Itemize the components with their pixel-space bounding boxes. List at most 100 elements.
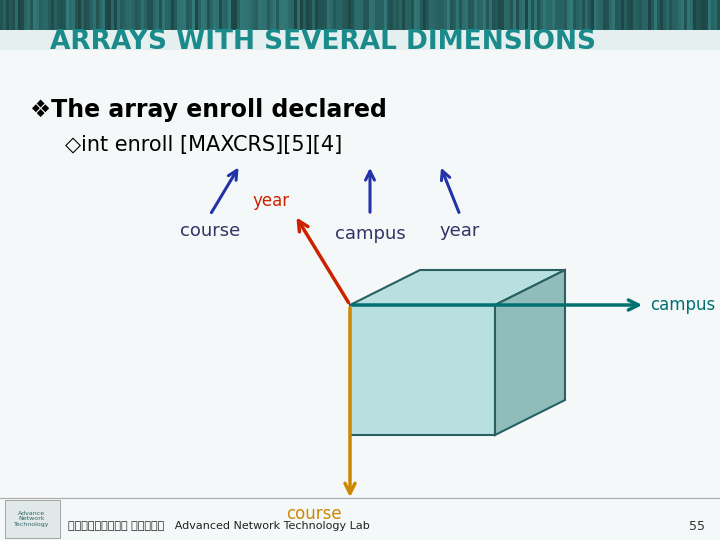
Text: ◇int enroll [MAXCRS][5][4]: ◇int enroll [MAXCRS][5][4] bbox=[65, 135, 342, 155]
Bar bbox=[201, 0, 204, 30]
Bar bbox=[552, 0, 556, 30]
Bar bbox=[486, 0, 489, 30]
Bar bbox=[501, 0, 504, 30]
Bar bbox=[104, 0, 108, 30]
Bar bbox=[63, 0, 66, 30]
Bar bbox=[536, 0, 540, 30]
Bar bbox=[636, 0, 639, 30]
Bar bbox=[276, 0, 280, 30]
Bar bbox=[32, 0, 36, 30]
Bar bbox=[231, 0, 234, 30]
Bar bbox=[540, 0, 543, 30]
Bar bbox=[0, 30, 720, 50]
Bar bbox=[399, 0, 402, 30]
Bar bbox=[500, 0, 504, 30]
Bar bbox=[364, 0, 368, 30]
Bar bbox=[312, 0, 315, 30]
Bar bbox=[152, 0, 156, 30]
Bar bbox=[108, 0, 111, 30]
Bar bbox=[366, 0, 369, 30]
Bar bbox=[336, 0, 340, 30]
Bar bbox=[693, 0, 696, 30]
Bar bbox=[20, 0, 24, 30]
Bar bbox=[288, 0, 292, 30]
Bar bbox=[468, 0, 471, 30]
Bar bbox=[594, 0, 597, 30]
Bar bbox=[3, 0, 6, 30]
Bar bbox=[45, 0, 48, 30]
Bar bbox=[633, 0, 636, 30]
Bar bbox=[4, 0, 8, 30]
Bar bbox=[627, 0, 630, 30]
Bar bbox=[339, 0, 342, 30]
Bar bbox=[87, 0, 90, 30]
Bar bbox=[324, 0, 327, 30]
Bar bbox=[516, 0, 520, 30]
Bar bbox=[69, 0, 72, 30]
Bar bbox=[330, 0, 333, 30]
Bar bbox=[177, 0, 180, 30]
Bar bbox=[348, 0, 351, 30]
Bar bbox=[432, 0, 435, 30]
Bar bbox=[375, 0, 378, 30]
Bar bbox=[684, 0, 688, 30]
Bar bbox=[639, 0, 642, 30]
Bar bbox=[108, 0, 112, 30]
Bar bbox=[525, 0, 528, 30]
Bar bbox=[570, 0, 573, 30]
Bar bbox=[420, 0, 423, 30]
Bar bbox=[573, 0, 576, 30]
Bar bbox=[306, 0, 309, 30]
Bar bbox=[644, 0, 648, 30]
Bar bbox=[321, 0, 324, 30]
Bar bbox=[28, 0, 32, 30]
Bar bbox=[153, 0, 156, 30]
Bar bbox=[88, 0, 92, 30]
Bar bbox=[216, 0, 220, 30]
Bar bbox=[165, 0, 168, 30]
Bar bbox=[483, 0, 486, 30]
Bar bbox=[332, 0, 336, 30]
Bar bbox=[264, 0, 267, 30]
Bar bbox=[572, 0, 576, 30]
Bar bbox=[576, 0, 579, 30]
Bar bbox=[282, 0, 285, 30]
Bar bbox=[18, 0, 21, 30]
Bar bbox=[456, 0, 459, 30]
Bar bbox=[357, 0, 360, 30]
Bar bbox=[420, 0, 424, 30]
Bar bbox=[600, 0, 604, 30]
Bar bbox=[360, 0, 363, 30]
Bar bbox=[348, 0, 352, 30]
Bar bbox=[78, 0, 81, 30]
Bar bbox=[513, 0, 516, 30]
Bar bbox=[40, 0, 44, 30]
Bar bbox=[612, 0, 616, 30]
Bar bbox=[80, 0, 84, 30]
Bar bbox=[512, 0, 516, 30]
Bar bbox=[116, 0, 120, 30]
Bar bbox=[624, 0, 627, 30]
Bar bbox=[196, 0, 200, 30]
Bar bbox=[412, 0, 416, 30]
Bar bbox=[268, 0, 272, 30]
Bar bbox=[186, 0, 189, 30]
Bar bbox=[668, 0, 672, 30]
Bar bbox=[138, 0, 141, 30]
Bar bbox=[618, 0, 621, 30]
Bar bbox=[381, 0, 384, 30]
Bar bbox=[465, 0, 468, 30]
Bar bbox=[172, 0, 176, 30]
Bar bbox=[440, 0, 444, 30]
Bar bbox=[608, 0, 612, 30]
Bar bbox=[9, 0, 12, 30]
Bar bbox=[564, 0, 568, 30]
Bar bbox=[27, 0, 30, 30]
Bar bbox=[260, 0, 264, 30]
Bar bbox=[99, 0, 102, 30]
Bar bbox=[597, 0, 600, 30]
Bar bbox=[66, 0, 69, 30]
Bar bbox=[363, 0, 366, 30]
Bar bbox=[309, 0, 312, 30]
Bar bbox=[696, 0, 700, 30]
